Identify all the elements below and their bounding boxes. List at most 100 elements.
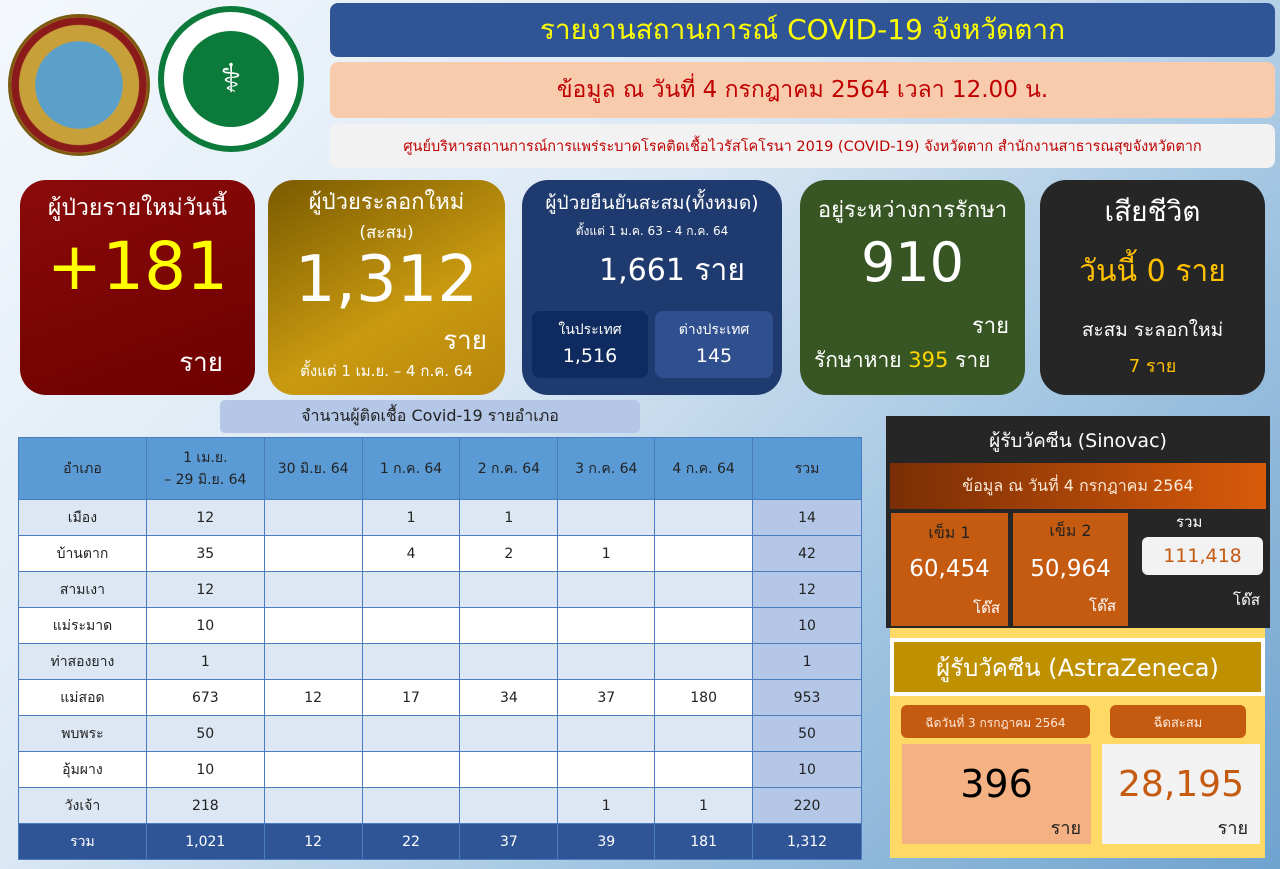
table-cell: 4 xyxy=(361,535,461,572)
row-total: 12 xyxy=(752,571,862,608)
dose1-label: เข็ม 1 xyxy=(928,523,971,542)
card-subtitle: (สะสม) xyxy=(359,223,414,243)
astrazeneca-panel: ผู้รับวัคซีน (AstraZeneca) ฉีดวันที่ 3 ก… xyxy=(890,628,1265,858)
card-title: เสียชีวิต xyxy=(1104,195,1201,228)
foreign-label: ต่างประเทศ xyxy=(678,322,750,338)
caduceus-icon: ⚕ xyxy=(183,31,279,127)
foreign-value: 145 xyxy=(695,345,733,367)
column-header: รวม xyxy=(752,437,862,500)
district-name: อุ้มผาง xyxy=(18,751,147,788)
unit: ราย xyxy=(955,348,991,372)
new-cases-card: ผู้ป่วยรายใหม่วันนี้ +181 ราย xyxy=(20,180,255,395)
unit: ราย xyxy=(1217,818,1248,839)
domestic-value: 1,516 xyxy=(562,345,618,367)
table-cell xyxy=(263,643,363,680)
card-title: ผู้ป่วยรายใหม่วันนี้ xyxy=(47,195,228,221)
report-date: ข้อมูล ณ วันที่ 4 กรกฎาคม 2564 เวลา 12.0… xyxy=(556,77,1049,103)
table-cell xyxy=(557,715,656,752)
treating-value: 910 xyxy=(860,231,965,294)
table-cell: 17 xyxy=(361,679,461,716)
footer-cell: 39 xyxy=(557,823,656,860)
table-cell xyxy=(361,643,461,680)
table-cell xyxy=(654,499,754,536)
row-total: 50 xyxy=(752,715,862,752)
table-cell xyxy=(263,787,363,824)
table-row: บ้านตาก 35 4 2 1 42 xyxy=(18,535,862,572)
day-value: 396 xyxy=(960,762,1033,806)
deaths-card: เสียชีวิต วันนี้ 0 ราย สะสม ระลอกใหม่ 7 … xyxy=(1040,180,1265,395)
table-cell: 35 xyxy=(145,535,265,572)
wave-deaths-value: 7 ราย xyxy=(1128,356,1177,377)
today-value: 0 xyxy=(1146,254,1166,289)
table-cell xyxy=(557,751,656,788)
table-cell xyxy=(459,571,559,608)
footer-cell: 181 xyxy=(654,823,754,860)
table-cell: 180 xyxy=(654,679,754,716)
table-cell xyxy=(263,607,363,644)
table-cell xyxy=(459,643,559,680)
column-header: 1 ก.ค. 64 xyxy=(361,437,461,500)
table-cell xyxy=(654,607,754,644)
table-cell xyxy=(459,607,559,644)
sinovac-title: ผู้รับวัคซีน (Sinovac) xyxy=(989,430,1167,452)
table-cell xyxy=(263,499,363,536)
table-cell xyxy=(557,571,656,608)
wave-deaths-label: สะสม ระลอกใหม่ xyxy=(1081,319,1224,341)
table-cell xyxy=(361,715,461,752)
table-cell: 12 xyxy=(145,499,265,536)
table-cell xyxy=(361,787,461,824)
row-total: 10 xyxy=(752,607,862,644)
table-cell: 1 xyxy=(557,787,656,824)
treating-card: อยู่ระหว่างการรักษา 910 ราย รักษาหาย 395… xyxy=(800,180,1025,395)
column-header: 3 ก.ค. 64 xyxy=(557,437,656,500)
unit: ราย xyxy=(179,348,223,378)
dose1-value: 60,454 xyxy=(909,556,990,582)
row-total: 953 xyxy=(752,679,862,716)
table-cell: 1 xyxy=(145,643,265,680)
unit: โด๊ส xyxy=(973,599,1000,617)
moph-logo: ⚕ xyxy=(158,6,304,152)
table-row: พบพระ 50 50 xyxy=(18,715,862,752)
footer-cell: 37 xyxy=(459,823,559,860)
sinovac-date: ข้อมูล ณ วันที่ 4 กรกฎาคม 2564 xyxy=(962,475,1194,495)
cum-label-box: ฉีดสะสม xyxy=(1110,705,1246,738)
total-box: 111,418 xyxy=(1142,537,1263,575)
table-cell: 218 xyxy=(145,787,265,824)
row-total: 1 xyxy=(752,643,862,680)
district-name: สามเงา xyxy=(18,571,147,608)
foreign-box: ต่างประเทศ 145 xyxy=(655,311,773,378)
table-cell xyxy=(263,751,363,788)
recovered-value: 395 xyxy=(908,348,949,372)
unit: โด๊ส xyxy=(1233,591,1260,609)
wave-cases-card: ผู้ป่วยระลอกใหม่ (สะสม) 1,312 ราย ตั้งแต… xyxy=(268,180,505,395)
title-bar: รายงานสถานการณ์ COVID-19 จังหวัดตาก xyxy=(330,3,1275,57)
table-cell: 1 xyxy=(361,499,461,536)
table-cell xyxy=(361,571,461,608)
unit: ราย xyxy=(1175,254,1226,289)
table-row: วังเจ้า 218 1 1 220 xyxy=(18,787,862,824)
period: ตั้งแต่ 1 ม.ค. 63 - 4 ก.ค. 64 xyxy=(575,224,729,238)
day-label: ฉีดวันที่ 3 กรกฎาคม 2564 xyxy=(925,716,1066,730)
domestic-label: ในประเทศ xyxy=(558,322,622,338)
recovered-label: รักษาหาย xyxy=(814,348,902,372)
footer-cell: 12 xyxy=(263,823,363,860)
unit: ราย xyxy=(971,314,1009,339)
district-name: แม่ระมาด xyxy=(18,607,147,644)
day-value-box: 396 ราย xyxy=(902,744,1091,844)
table-row: อุ้มผาง 10 10 xyxy=(18,751,862,788)
district-cases-table: อำเภอ 1 เม.ย. – 29 มิ.ย. 64 30 มิ.ย. 64 1 ก… xyxy=(18,437,862,860)
table-cell xyxy=(263,571,363,608)
date-bar: ข้อมูล ณ วันที่ 4 กรกฎาคม 2564 เวลา 12.0… xyxy=(330,62,1275,118)
table-cell xyxy=(263,715,363,752)
column-header: 1 เม.ย. – 29 มิ.ย. 64 xyxy=(145,437,265,500)
table-cell xyxy=(263,535,363,572)
cumulative-cases-card: ผู้ป่วยยืนยันสะสม(ทั้งหมด) ตั้งแต่ 1 ม.ค… xyxy=(522,180,782,395)
district-name: บ้านตาก xyxy=(18,535,147,572)
table-cell: 1 xyxy=(459,499,559,536)
cum-label: ฉีดสะสม xyxy=(1153,716,1203,731)
table-cell xyxy=(459,715,559,752)
table-cell: 12 xyxy=(145,571,265,608)
cum-value-box: 28,195 ราย xyxy=(1102,744,1260,844)
table-row: ท่าสองยาง 1 1 xyxy=(18,643,862,680)
district-name: แม่สอด xyxy=(18,679,147,716)
